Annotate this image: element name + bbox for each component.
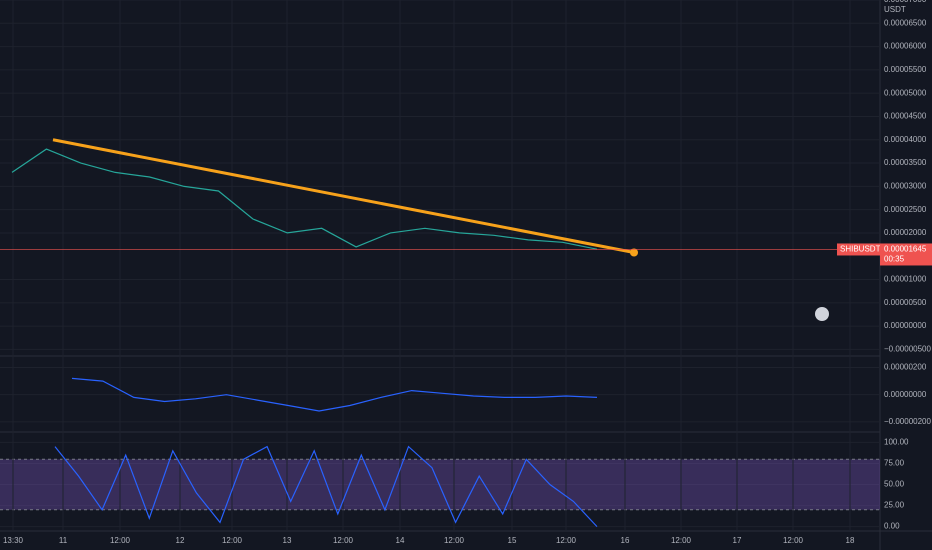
y-tick-label: 75.00 xyxy=(884,459,905,468)
y-tick-label: 50.00 xyxy=(884,480,905,489)
x-tick-label: 15 xyxy=(508,536,517,545)
y-tick-label: 0.00007000 xyxy=(884,0,927,4)
cursor[interactable] xyxy=(815,307,829,321)
price-tag xyxy=(880,243,932,266)
y-tick-label: 0.00001000 xyxy=(884,275,927,284)
y-tick-label: 25.00 xyxy=(884,501,905,510)
y-tick-label: 0.00000000 xyxy=(884,390,927,399)
x-tick-label: 12:00 xyxy=(556,536,577,545)
y-tick-label: 0.00000500 xyxy=(884,298,927,307)
x-tick-label: 12:00 xyxy=(671,536,692,545)
x-tick-label: 12:00 xyxy=(444,536,465,545)
stoch-band xyxy=(0,459,880,510)
trend-handle xyxy=(630,248,638,257)
stoch-line xyxy=(54,445,598,528)
x-tick-label: 13 xyxy=(283,536,292,545)
currency: USDT xyxy=(884,5,906,14)
y-tick-label: −0.00000200 xyxy=(884,417,931,426)
x-tick-label: 18 xyxy=(846,536,855,545)
symbol-label: SHIBUSDT xyxy=(840,245,881,254)
y-tick-label: 0.00004000 xyxy=(884,135,927,144)
last-price: 0.00001645 xyxy=(884,245,927,254)
x-tick-label: 12:00 xyxy=(222,536,243,545)
countdown: 00:35 xyxy=(884,255,905,264)
y-tick-label: 0.00006500 xyxy=(884,18,927,27)
x-tick-label: 12 xyxy=(176,536,185,545)
y-tick-label: 0.00000200 xyxy=(884,363,927,372)
y-tick-label: 0.00005000 xyxy=(884,88,927,97)
x-tick-label: 12:00 xyxy=(333,536,354,545)
y-tick-label: 0.00005500 xyxy=(884,65,927,74)
trendline xyxy=(52,138,635,254)
symbol-tag xyxy=(837,243,880,256)
x-tick-label: 11 xyxy=(59,536,68,545)
x-tick-label: 12:00 xyxy=(783,536,804,545)
x-tick-label: 12:00 xyxy=(110,536,131,545)
y-tick-label: 0.00006000 xyxy=(884,42,927,51)
y-tick-label: 0.00002000 xyxy=(884,228,927,237)
macd-line xyxy=(71,377,598,412)
x-tick-label: 14 xyxy=(396,536,405,545)
x-tick-label: 17 xyxy=(733,536,742,545)
y-tick-label: 0.00003000 xyxy=(884,181,927,190)
y-tick-label: 0.00003500 xyxy=(884,158,927,167)
y-tick-label: −0.00000500 xyxy=(884,345,931,354)
y-tick-label: 0.00004500 xyxy=(884,112,927,121)
x-tick-label: 16 xyxy=(621,536,630,545)
price-line xyxy=(11,148,598,250)
y-tick-label: 100.00 xyxy=(884,438,909,447)
y-tick-label: 0.00002500 xyxy=(884,205,927,214)
x-tick-label: 13:30 xyxy=(3,536,24,545)
y-tick-label: 0.00 xyxy=(884,522,900,531)
y-tick-label: 0.00000000 xyxy=(884,321,927,330)
